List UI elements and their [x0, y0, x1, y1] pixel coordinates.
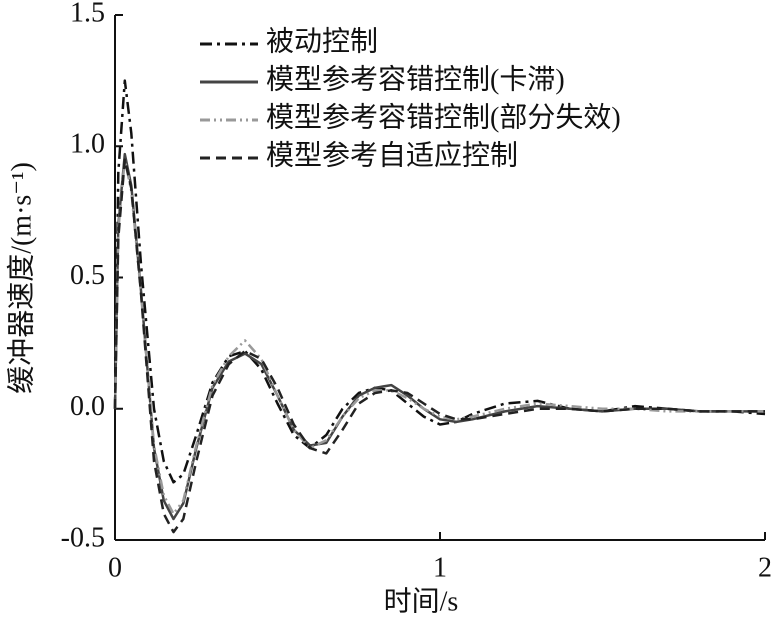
legend-label: 模型参考容错控制(卡滞)	[266, 63, 565, 95]
y-tick-label: 0.5	[70, 260, 105, 291]
x-tick-label: 0	[108, 552, 122, 583]
y-tick-label: -0.5	[61, 522, 105, 553]
y-tick-label: 0.0	[70, 391, 105, 422]
x-tick-label: 1	[433, 552, 447, 583]
y-tick-label: 1.0	[70, 129, 105, 160]
series-line	[113, 152, 765, 521]
legend-label: 模型参考容错控制(部分失效)	[266, 101, 621, 133]
series-line	[113, 158, 765, 534]
legend-label: 模型参考自适应控制	[266, 139, 518, 171]
legend-label: 被动控制	[266, 25, 378, 57]
x-axis-label: 时间/s	[384, 585, 459, 617]
y-axis-label: 缓冲器速度/(m·s⁻¹)	[5, 162, 37, 394]
x-tick-label: 2	[758, 552, 772, 583]
series-line	[113, 158, 765, 516]
y-tick-label: 1.5	[70, 0, 105, 28]
